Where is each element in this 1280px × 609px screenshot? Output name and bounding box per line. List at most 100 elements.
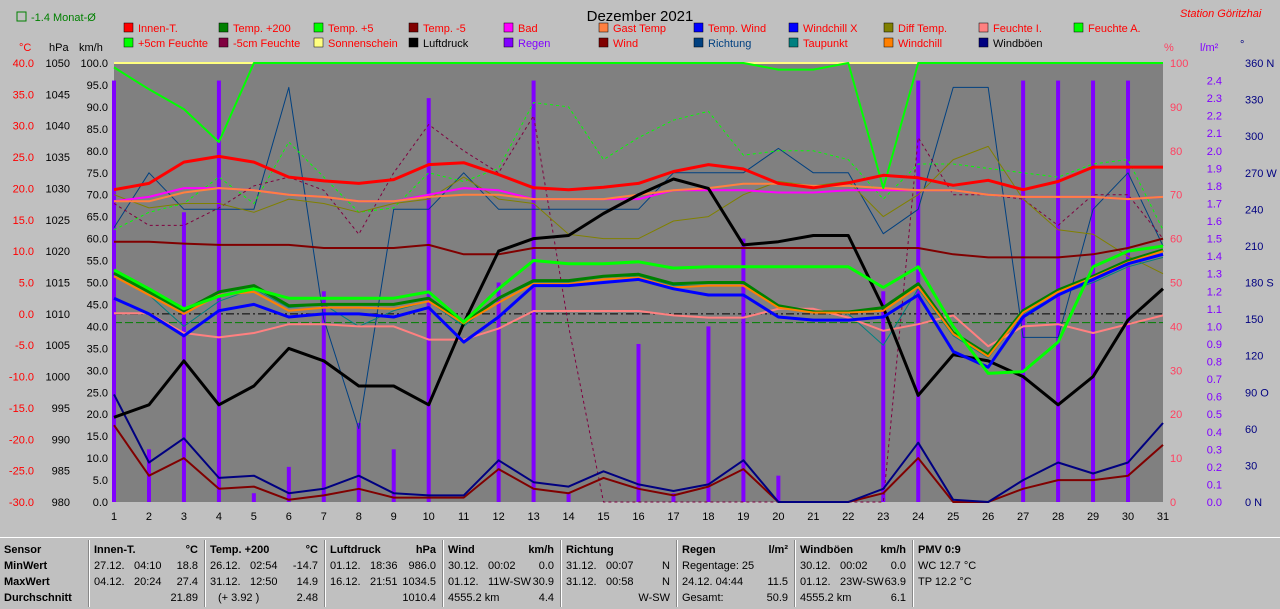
wind-axis-tick: 25.0 (87, 387, 108, 399)
rain-bar-day-5 (251, 493, 256, 502)
temp-axis-tick: -20.0 (9, 434, 34, 446)
legend-swatch-taupunkt (788, 37, 799, 48)
temp-axis-tick: 25.0 (13, 152, 34, 164)
pressure-axis-tick: 1025 (46, 215, 70, 227)
rain-bar-day-6 (286, 466, 291, 502)
legend-label-temp-5: Temp. -5 (423, 23, 466, 35)
pressure-axis-tick: 1010 (46, 309, 70, 321)
temp-axis-tick: -30.0 (9, 497, 34, 509)
stats-druck-max-val: 1034.5 (402, 576, 436, 588)
stats-temp200-max-val: 14.9 (296, 576, 318, 588)
x-tick-day-24: 24 (912, 511, 924, 523)
axis-unit-rain: l/m² (1200, 42, 1219, 54)
stats-richtung-min-val: N (662, 560, 670, 572)
pressure-axis-tick: 1050 (46, 58, 70, 70)
stats-richtung-title: Richtung (566, 544, 614, 556)
stats-innen-min-time: 04:10 (134, 560, 162, 572)
stats-wind-avg-note: 4555.2 km (448, 592, 500, 604)
direction-axis-tick: 330 (1245, 95, 1263, 107)
series-line-temp-5 (114, 237, 1164, 259)
legend-label-temp-wind: Temp. Wind (708, 23, 766, 35)
rain-axis-tick: 1.7 (1207, 198, 1222, 210)
direction-axis-tick: 210 (1245, 241, 1263, 253)
rain-axis-tick: 0.7 (1207, 374, 1222, 386)
stats-boeen-min-date: 30.12. (800, 560, 831, 572)
legend-swatch-temp-5 (408, 22, 419, 33)
temp-axis-tick: -15.0 (9, 403, 34, 415)
rain-axis-tick: 0.3 (1207, 444, 1222, 456)
temp-axis-tick: 15.0 (13, 215, 34, 227)
axis-unit-pressure: hPa (49, 42, 69, 54)
stats-innen-max-time: 20:24 (134, 576, 162, 588)
rain-bar-day-20 (776, 475, 781, 502)
wind-axis-tick: 15.0 (87, 431, 108, 443)
stats-innen-title: Innen-T. (94, 544, 136, 556)
series-line-taupunkt (113, 256, 1164, 359)
rain-bar-day-9 (391, 449, 396, 502)
stats-labels: Sensor MinWert MaxWert Durchschnitt (0, 538, 86, 609)
rain-axis-tick: 1.3 (1207, 269, 1222, 281)
series-line-diff-temp (113, 145, 1164, 275)
rain-bar-day-8 (356, 422, 361, 502)
humidity-axis-tick: 20 (1170, 409, 1182, 421)
legend-label-windchill-x: Windchill X (803, 23, 858, 35)
stats-wind-max-date: 01.12. (448, 576, 479, 588)
pressure-axis-tick: 1045 (46, 89, 70, 101)
stats-wind-max-val: 30.9 (532, 576, 554, 588)
rain-bar-day-1 (112, 80, 116, 502)
rain-axis-tick: 2.4 (1207, 76, 1222, 88)
legend-swatch-windchill (883, 37, 894, 48)
legend-swatch-gast-temp (598, 22, 609, 33)
wind-axis-tick: 80.0 (87, 146, 108, 158)
x-tick-day-6: 6 (286, 511, 292, 523)
legend-swatch-richtung (693, 37, 704, 48)
legend-swatch-5cm-feuchte (123, 37, 134, 48)
series-line-luftdruck (113, 177, 1164, 419)
x-tick-day-14: 14 (562, 511, 574, 523)
rain-axis-tick: 1.6 (1207, 216, 1222, 228)
direction-axis-tick: 180 S (1245, 278, 1274, 290)
stats-richtung-max-date: 31.12. (566, 576, 597, 588)
stats-richtung-min-time: 00:07 (606, 560, 634, 572)
rain-axis-tick: 1.8 (1207, 181, 1222, 193)
wind-axis-tick: 75.0 (87, 168, 108, 180)
stats-temp200-unit: °C (305, 544, 318, 556)
rain-axis-tick: 1.9 (1207, 163, 1222, 175)
pressure-axis-tick: 1030 (46, 183, 70, 195)
rain-axis-tick: 1.4 (1207, 251, 1222, 263)
pressure-axis-tick: 1040 (46, 121, 70, 133)
wind-axis-tick: 35.0 (87, 343, 108, 355)
x-tick-day-23: 23 (877, 511, 889, 523)
direction-axis-tick: 150 (1245, 314, 1263, 326)
rain-bar-day-18 (706, 326, 711, 502)
humidity-axis-tick: 10 (1170, 453, 1182, 465)
x-tick-day-11: 11 (458, 511, 469, 523)
rain-axis-tick: 1.2 (1207, 286, 1222, 298)
stats-druck: Luftdruck hPa 01.12. 18:36 986.0 16.12. 21:5… (326, 538, 440, 609)
x-tick-day-5: 5 (251, 511, 257, 523)
rain-axis-tick: 1.1 (1207, 304, 1222, 316)
wind-axis-tick: 30.0 (87, 365, 108, 377)
legend-swatch-innen-t (123, 22, 134, 33)
axis-unit-wind: km/h (79, 42, 103, 54)
stats-innen-max-val: 27.4 (176, 576, 198, 588)
stats-temp200-max-time: 12:50 (250, 576, 278, 588)
legend-swatch-bad (503, 22, 514, 33)
stats-temp200-avg: 2.48 (296, 592, 318, 604)
wind-axis-tick: 60.0 (87, 234, 108, 246)
stats-druck-min-val: 986.0 (408, 560, 436, 572)
rain-bar-day-27 (1021, 80, 1026, 502)
wind-axis-tick: 90.0 (87, 102, 108, 114)
rain-axis-tick: 0.2 (1207, 462, 1222, 474)
stats-pmv-tp: TP 12.2 °C (918, 576, 972, 588)
stats-richtung-min-date: 31.12. (566, 560, 597, 572)
direction-axis-tick: 90 O (1245, 387, 1269, 399)
direction-axis-tick: 30 (1245, 460, 1257, 472)
legend-label-gast-temp: Gast Temp (613, 23, 666, 35)
series-line-windboeen (113, 393, 1164, 503)
x-tick-day-7: 7 (321, 511, 327, 523)
stats-boeen-unit: km/h (880, 544, 906, 556)
legend-label-taupunkt: Taupunkt (803, 38, 848, 50)
stats-temp200-min-date: 26.12. (210, 560, 241, 572)
